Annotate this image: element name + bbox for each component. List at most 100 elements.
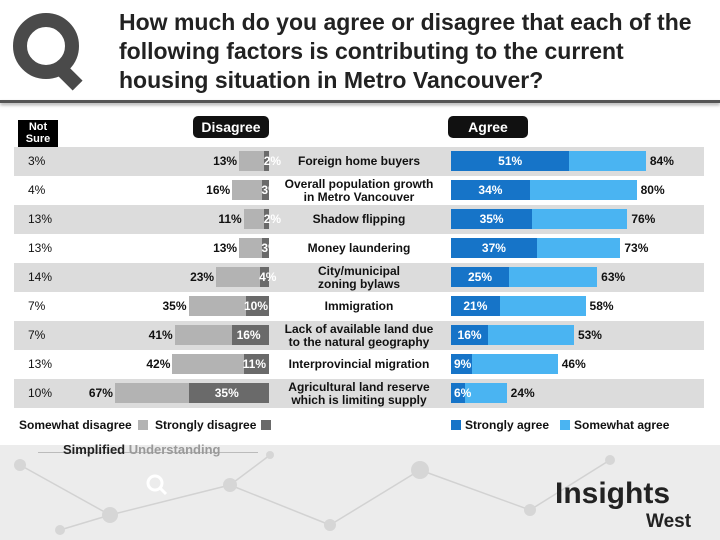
category-label-line: Foreign home buyers (297, 154, 421, 168)
total-agree-label: 58% (589, 299, 614, 313)
total-disagree-label: 11% (218, 212, 242, 226)
not-sure-value: 7% (28, 299, 46, 313)
category-label: Money laundering (272, 242, 446, 255)
legend-strongly-disagree: Strongly disagree (155, 418, 257, 432)
strongly-disagree-bar (262, 180, 269, 200)
strongly-disagree-bar (262, 238, 269, 258)
total-disagree-label: 16% (206, 183, 231, 197)
strongly-agree-label: 6% (454, 386, 472, 400)
legend-strongly-agree: Strongly agree (465, 418, 550, 432)
legend-swatch-somewhat-disagree (138, 420, 148, 430)
strongly-agree-bar (451, 151, 570, 171)
strongly-disagree-bar (188, 383, 269, 403)
strongly-disagree-label: 10% (244, 299, 269, 313)
not-sure-value: 10% (28, 386, 53, 400)
strongly-disagree-label: 3% (261, 241, 279, 255)
legend-swatch-strongly-disagree (261, 420, 271, 430)
strongly-disagree-label: 35% (214, 386, 239, 400)
not-sure-value: 13% (28, 357, 53, 371)
category-label-line: Shadow flipping (312, 212, 406, 226)
total-disagree-label: 13% (213, 154, 238, 168)
category-label: Immigration (272, 300, 446, 313)
header: How much do you agree or disagree that e… (0, 0, 720, 103)
category-label: Interprovincial migration (272, 358, 446, 371)
total-disagree-label: 13% (213, 241, 238, 255)
category-label-line: Lack of available land due (284, 322, 434, 336)
total-disagree-label: 42% (146, 357, 171, 371)
strongly-disagree-bar (259, 267, 269, 287)
category-label-line: to the natural geography (288, 335, 430, 349)
strongly-agree-label: 51% (498, 154, 523, 168)
total-agree-label: 84% (649, 154, 674, 168)
strongly-disagree-label: 2% (263, 212, 282, 226)
strongly-agree-bar (451, 383, 465, 403)
strongly-disagree-label: 16% (236, 328, 261, 342)
not-sure-value: 13% (28, 212, 53, 226)
total-agree-label: 76% (631, 212, 656, 226)
category-label: Foreign home buyers (272, 155, 446, 168)
legend-swatch-somewhat-agree (560, 420, 570, 430)
brand-tagline: Simplified Understanding (63, 442, 220, 457)
total-disagree-label: 23% (190, 270, 215, 284)
legend-somewhat-disagree: Somewhat disagree (19, 418, 132, 432)
strongly-agree-label: 21% (463, 299, 488, 313)
total-disagree-label: 67% (88, 386, 113, 400)
strongly-agree-label: 25% (467, 270, 493, 284)
legend-somewhat-agree: Somewhat agree (574, 418, 670, 432)
total-agree-label: 80% (640, 183, 665, 197)
strongly-agree-bar (451, 238, 537, 258)
strongly-agree-label: 9% (454, 357, 472, 371)
strongly-agree-bar (451, 209, 533, 229)
strongly-agree-label: 16% (457, 328, 482, 342)
logo-insights-text: Insights (555, 477, 670, 510)
strongly-agree-bar (451, 180, 530, 200)
total-agree-label: 63% (601, 270, 626, 284)
magnifier-q-icon (13, 13, 83, 91)
header-divider (0, 100, 720, 103)
category-label-line: Money laundering (307, 241, 411, 255)
strongly-agree-bar (451, 296, 500, 316)
category-label-line: Interprovincial migration (288, 357, 430, 371)
strongly-disagree-label: 4% (259, 270, 277, 284)
strongly-agree-bar (451, 354, 472, 374)
total-agree-label: 24% (510, 386, 535, 400)
row-background (14, 321, 704, 350)
category-label: Agricultural land reserve which is limiti… (272, 381, 446, 407)
somewhat-disagree-bar (239, 238, 269, 258)
strongly-disagree-bar (246, 296, 269, 316)
category-label-line: Immigration (324, 299, 394, 313)
logo-west-text: West (646, 511, 692, 532)
category-label: City/municipal zoning bylaws (272, 265, 446, 291)
not-sure-value: 7% (28, 328, 46, 342)
total-agree-label: 46% (561, 357, 586, 371)
strongly-agree-label: 37% (481, 241, 506, 255)
category-label-line: zoning bylaws (317, 277, 400, 291)
agree-header: Agree (448, 116, 528, 138)
not-sure-value: 13% (28, 241, 53, 255)
not-sure-value: 14% (28, 270, 53, 284)
brand-understanding: Understanding (128, 442, 221, 457)
not-sure-header: Not Sure (18, 120, 58, 147)
category-label-line: which is limiting supply (291, 393, 427, 407)
somewhat-disagree-bar (239, 151, 269, 171)
category-label: Shadow flipping (272, 213, 446, 226)
somewhat-agree-bar (451, 354, 558, 374)
category-label-line: Overall population growth (284, 177, 434, 191)
disagree-header: Disagree (193, 116, 269, 138)
strongly-disagree-label: 2% (263, 154, 282, 168)
strongly-agree-label: 34% (478, 183, 503, 197)
strongly-disagree-bar (232, 325, 269, 345)
category-label-line: in Metro Vancouver (303, 190, 415, 204)
brand-simplified: Simplified (63, 442, 126, 457)
total-agree-label: 73% (624, 241, 649, 255)
network-background (14, 451, 615, 535)
category-label: Overall population growth in Metro Vancou… (272, 178, 446, 204)
not-sure-value: 3% (28, 154, 46, 168)
strongly-agree-bar (451, 325, 489, 345)
strongly-disagree-label: 11% (242, 357, 267, 371)
strongly-disagree-bar (264, 209, 269, 229)
legend-swatch-strongly-agree (451, 420, 461, 430)
somewhat-disagree-bar (216, 267, 269, 287)
total-disagree-label: 41% (148, 328, 173, 342)
strongly-disagree-bar (264, 151, 269, 171)
